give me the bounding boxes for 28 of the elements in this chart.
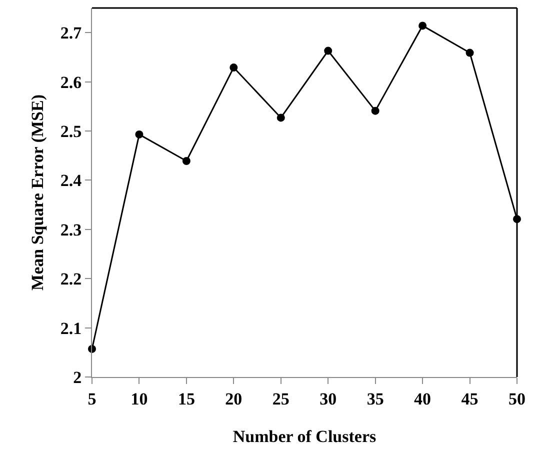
x-tick-label: 40 [414, 389, 432, 408]
y-tick-label: 2.6 [60, 72, 82, 92]
x-tick-label: 10 [130, 389, 148, 408]
x-axis-title: Number of Clusters [232, 426, 376, 446]
y-tick-label: 2.2 [60, 270, 82, 289]
x-tick-label: 15 [178, 389, 195, 408]
y-tick-label: 2.1 [60, 318, 82, 338]
point [276, 114, 285, 122]
y-tick-label: 2 [73, 368, 82, 387]
x-tick-label: 20 [225, 389, 242, 408]
x-tick-label: 35 [366, 389, 384, 408]
point [466, 48, 474, 57]
x-tick-label: 5 [88, 389, 96, 408]
point [182, 157, 190, 166]
x-tick-label: 30 [320, 389, 337, 408]
y-tick-label: 2.5 [60, 122, 82, 141]
point [418, 22, 427, 30]
point [230, 64, 238, 72]
y-tick-label: 2.4 [60, 171, 82, 190]
y-tick-label: 2.7 [60, 24, 82, 43]
y-axis-title: Mean Square Error (MSE) [28, 94, 47, 290]
x-tick-label: 50 [508, 389, 526, 408]
point [324, 46, 332, 55]
y-tick-label: 2.3 [60, 220, 82, 240]
x-tick-label: 45 [461, 389, 478, 408]
point [135, 130, 144, 138]
point [371, 106, 380, 115]
x-tick-label: 25 [272, 389, 290, 408]
